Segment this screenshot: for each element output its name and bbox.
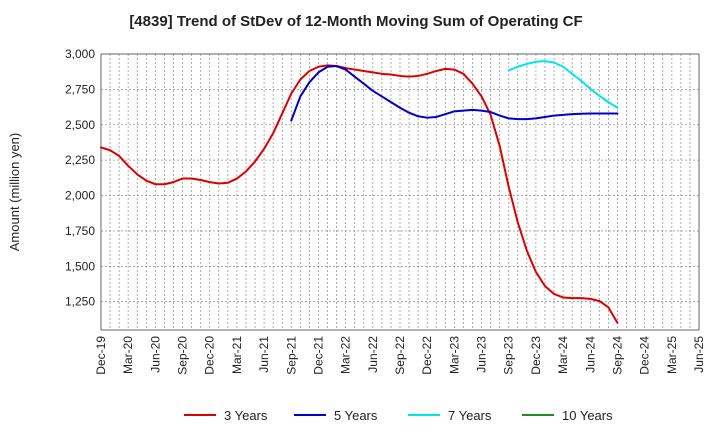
y-tick-label: 3,000 (65, 47, 95, 61)
y-tick-label: 2,500 (65, 118, 95, 132)
x-tick-label: Mar-21 (230, 336, 244, 374)
x-tick-label: Mar-24 (556, 336, 570, 374)
x-tick-label: Jun-24 (583, 336, 597, 373)
plot-area: 1,250 1,500 1,750 2,000 2,250 2,500 2,750 3,000… (65, 47, 706, 375)
legend: 3 Years 5 Years 7 Years 10 Years (184, 408, 613, 423)
x-tick-label: Sep-20 (176, 336, 190, 375)
x-tick-label: Dec-24 (638, 336, 652, 375)
series-line-5-years (290, 65, 619, 122)
x-tick-label: Mar-22 (339, 336, 353, 374)
y-tick-label: 1,750 (65, 224, 95, 238)
x-tick-label: Sep-22 (393, 336, 407, 375)
x-tick-label: Dec-19 (94, 336, 108, 375)
x-tick-label: Jun-20 (148, 336, 162, 373)
series-line-7-years (507, 60, 619, 109)
y-tick-label: 1,500 (65, 259, 95, 273)
plot-frame (100, 53, 700, 331)
x-tick-label: Mar-25 (665, 336, 679, 374)
x-tick-label: Dec-23 (529, 336, 543, 375)
x-tick-label: Jun-22 (366, 336, 380, 373)
x-tick-label: Jun-25 (692, 336, 706, 373)
x-tick-label: Jun-21 (257, 336, 271, 373)
y-tick-label: 1,250 (65, 295, 95, 309)
y-axis-label: Amount (million yen) (7, 133, 22, 252)
legend-label: 7 Years (448, 408, 492, 423)
y-tick-label: 2,000 (65, 189, 95, 203)
chart-title: [4839] Trend of StDev of 12-Month Moving… (129, 13, 582, 30)
legend-label: 10 Years (562, 408, 613, 423)
x-tick-label: Jun-23 (475, 336, 489, 373)
x-tick-label: Sep-21 (284, 336, 298, 375)
x-tick-label: Sep-24 (610, 336, 624, 375)
legend-label: 5 Years (334, 408, 378, 423)
series-line-3-years (100, 64, 619, 324)
x-tick-label: Mar-23 (447, 336, 461, 374)
x-tick-label: Mar-20 (121, 336, 135, 374)
y-tick-label: 2,250 (65, 153, 95, 167)
x-tick-label: Sep-23 (502, 336, 516, 375)
x-tick-label: Dec-20 (203, 336, 217, 375)
legend-label: 3 Years (224, 408, 268, 423)
x-tick-label: Dec-22 (420, 336, 434, 375)
y-tick-label: 2,750 (65, 82, 95, 96)
x-tick-label: Dec-21 (311, 336, 325, 375)
